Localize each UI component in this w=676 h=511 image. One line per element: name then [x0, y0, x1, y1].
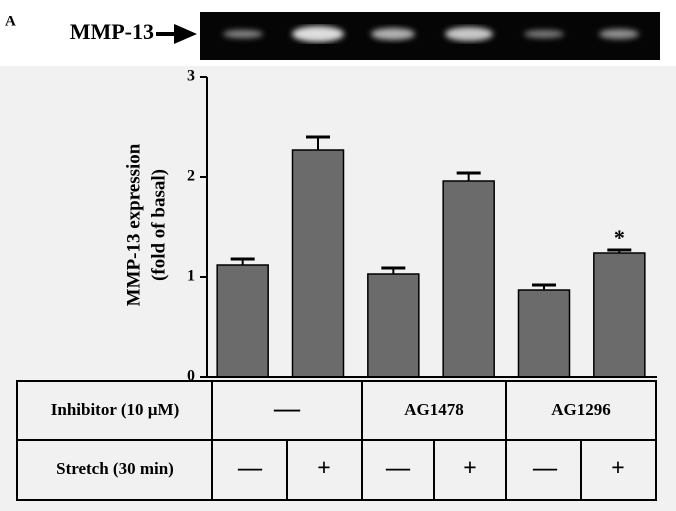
blot-arrow: [156, 27, 192, 41]
cell: —: [532, 456, 558, 482]
bar: [519, 290, 570, 377]
y-tick-label: 2: [187, 168, 195, 185]
y-tick-label: 1: [187, 268, 195, 285]
blot-label: MMP-13: [70, 19, 154, 44]
y-tick-label: 3: [187, 68, 195, 85]
bar: [594, 253, 645, 377]
y-label-line: MMP-13 expression: [123, 143, 144, 306]
cell: +: [463, 456, 477, 482]
cell: —: [237, 456, 263, 482]
cell: —: [385, 456, 411, 482]
bar: [368, 274, 419, 377]
bar: [293, 150, 344, 377]
cell: +: [317, 456, 331, 482]
figure: A MMP-13 MMP-13 expression (fold of basa…: [0, 0, 676, 511]
bar: [443, 181, 494, 377]
row-label: Stretch (30 min): [56, 459, 174, 478]
row-label: Inhibitor (10 µM): [51, 400, 180, 419]
panel-label: A: [5, 13, 16, 29]
y-label-line: (fold of basal): [148, 169, 169, 281]
cell: AG1478: [404, 400, 464, 419]
cell: —: [273, 394, 301, 423]
cell: AG1296: [551, 400, 611, 419]
bar: [217, 265, 268, 377]
blot: [200, 12, 660, 60]
annotation: *: [614, 225, 625, 250]
page: A MMP-13 MMP-13 expression (fold of basa…: [0, 0, 676, 511]
y-tick-label: 0: [187, 368, 195, 385]
cell: +: [611, 456, 625, 482]
